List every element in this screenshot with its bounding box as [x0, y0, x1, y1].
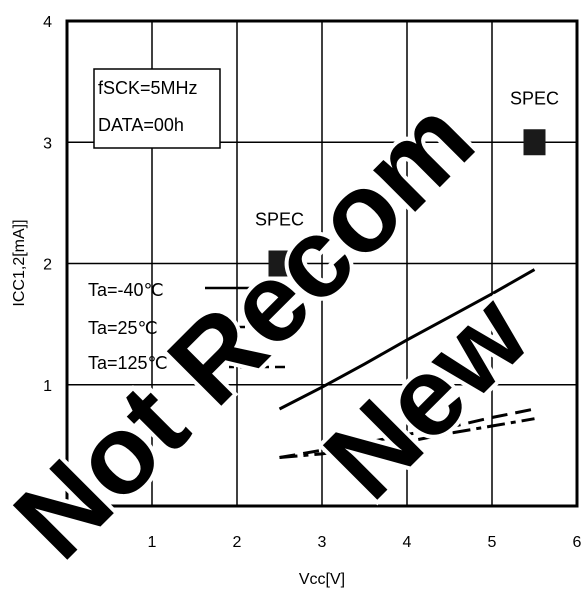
spec-label-0: SPEC [255, 210, 304, 230]
x-tick-label-2: 2 [233, 534, 242, 551]
series-line-0 [278, 268, 536, 411]
condition-data: DATA=00h [98, 115, 184, 135]
y-tick-label-4: 4 [43, 14, 52, 31]
x-tick-label-3: 3 [318, 534, 327, 551]
spec-layer: SPEC SPEC [255, 88, 559, 277]
legend: Ta=-40℃ Ta=25℃ Ta=125℃ [88, 280, 285, 373]
y-axis-title: ICC1,2[mA]] [11, 219, 28, 306]
condition-fsck: fSCK=5MHz [98, 78, 198, 98]
x-tick-label-5: 5 [488, 534, 497, 551]
legend-label-ta-25: Ta=25℃ [88, 318, 158, 338]
x-axis-title: Vcc[V] [299, 571, 345, 588]
spec-label-1: SPEC [510, 88, 559, 108]
frame-layer [65, 19, 579, 508]
y-tick-label-1: 1 [43, 378, 52, 395]
x-tick-label-6: 6 [573, 534, 582, 551]
y-tick-label-2: 2 [43, 257, 52, 274]
condition-box: fSCK=5MHz DATA=00h [93, 68, 221, 149]
x-tick-label-1: 1 [148, 534, 157, 551]
x-tick-label-4: 4 [403, 534, 412, 551]
y-tick-label-3: 3 [43, 135, 52, 152]
condition-box-frame [93, 68, 221, 149]
plot-frame [65, 19, 579, 508]
spec-marker-0 [268, 250, 291, 277]
legend-label-ta-125: Ta=125℃ [88, 353, 168, 373]
series-line-1 [279, 407, 535, 459]
spec-marker-1 [523, 129, 546, 156]
y-tick-label-0: 0 [43, 499, 52, 516]
series-line-2 [279, 417, 535, 459]
tick-layer: 0 1 2 3 4 5 6 0 1 2 3 4 [43, 14, 581, 551]
x-tick-label-0: 0 [63, 534, 72, 551]
series-layer [278, 268, 536, 459]
legend-label-ta-minus40: Ta=-40℃ [88, 280, 164, 300]
